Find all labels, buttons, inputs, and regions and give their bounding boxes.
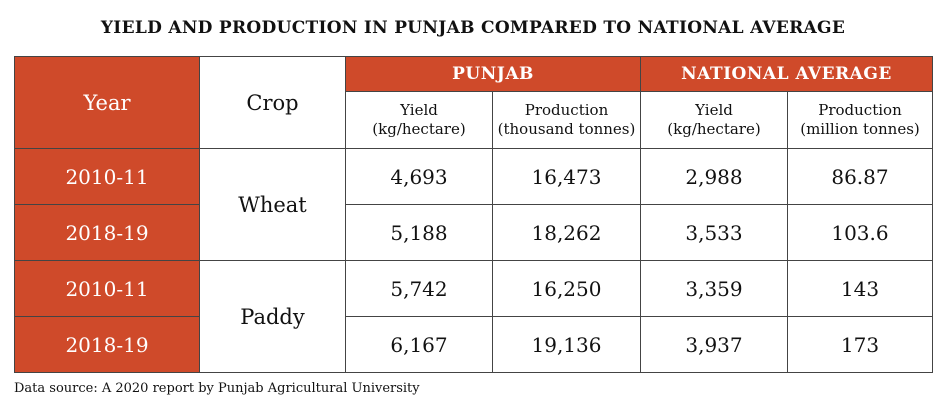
source-note: Data source: A 2020 report by Punjab Agr… — [14, 381, 420, 396]
crop-cell: Paddy — [199, 260, 346, 373]
column-label: Production — [524, 101, 609, 119]
column-label: Yield — [400, 101, 438, 119]
crop-header: Crop — [199, 56, 346, 149]
column-label: Yield — [695, 101, 733, 119]
column-unit: (kg/hectare) — [372, 120, 466, 138]
year-header: Year — [14, 56, 200, 149]
value-cell: 86.87 — [787, 148, 933, 205]
column-header: Yield (kg/hectare) — [345, 91, 493, 149]
column-unit: (thousand tonnes) — [497, 120, 636, 138]
value-cell: 19,136 — [492, 316, 641, 373]
year-cell: 2010-11 — [14, 260, 200, 317]
title: YIELD AND PRODUCTION IN PUNJAB COMPARED … — [100, 18, 846, 38]
year-cell: 2010-11 — [14, 148, 200, 205]
data-row: 2018-19 6,167 19,136 3,937 173 — [14, 316, 933, 373]
column-header: Production (million tonnes) — [787, 91, 933, 149]
value-cell: 3,533 — [640, 204, 788, 261]
value-cell: 173 — [787, 316, 933, 373]
value-cell: 16,473 — [492, 148, 641, 205]
crop-cell: Wheat — [199, 148, 346, 261]
value-cell: 103.6 — [787, 204, 933, 261]
data-row: 2010-11 Wheat 4,693 16,473 2,988 86.87 — [14, 148, 933, 261]
value-cell: 143 — [787, 260, 933, 317]
data-row: 2010-11 Paddy 5,742 16,250 3,359 143 — [14, 260, 933, 373]
year-cell: 2018-19 — [14, 204, 200, 261]
year-cell: 2018-19 — [14, 316, 200, 373]
data-row: 2018-19 5,188 18,262 3,533 103.6 — [14, 204, 933, 261]
value-cell: 16,250 — [492, 260, 641, 317]
subheader-row: Yield (kg/hectare) Production (thousand ton… — [15, 91, 933, 149]
column-unit: (million tonnes) — [800, 120, 920, 138]
value-cell: 3,359 — [640, 260, 788, 317]
column-unit: (kg/hectare) — [667, 120, 761, 138]
table-body: Year Crop PUNJAB NATIONAL AVERAGE Yield(… — [14, 56, 933, 373]
value-cell: 6,167 — [345, 316, 493, 373]
group-header: NATIONAL AVERAGE — [640, 56, 933, 92]
column-header: Yield (kg/hectare) — [640, 91, 788, 149]
value-cell: 5,188 — [345, 204, 493, 261]
value-cell: 4,693 — [345, 148, 493, 205]
value-cell: 2,988 — [640, 148, 788, 205]
value-cell: 3,937 — [640, 316, 788, 373]
column-header: Production (thousand tonnes) — [492, 91, 641, 149]
value-cell: 5,742 — [345, 260, 493, 317]
column-label: Production — [818, 101, 902, 119]
value-cell: 18,262 — [492, 204, 641, 261]
group-header: PUNJAB — [345, 56, 641, 92]
table: Year Crop PUNJAB NATIONAL AVERAGE Yield(… — [14, 56, 933, 373]
header-row: Year Crop PUNJAB NATIONAL AVERAGE — [14, 56, 933, 149]
